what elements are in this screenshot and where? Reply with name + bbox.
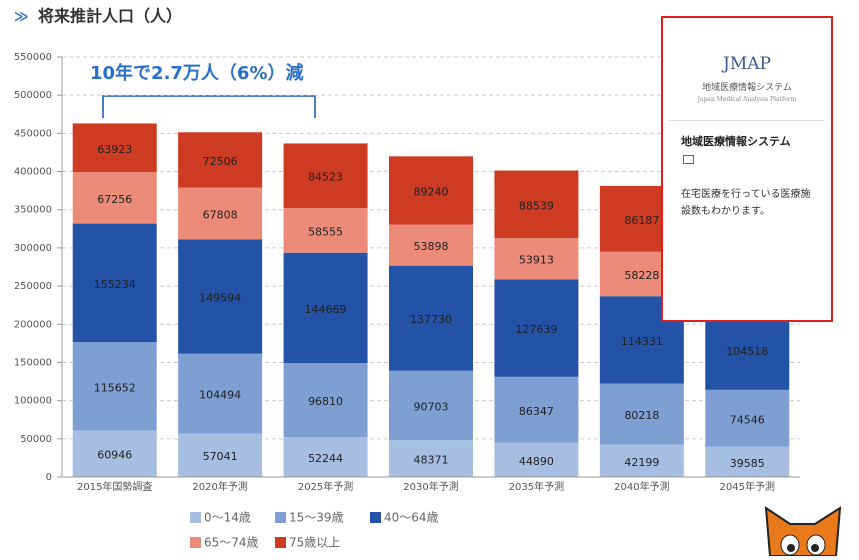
y-tick-label: 350000 — [14, 205, 52, 216]
popup-text: 在宅医療を行っている医療施設数もわかります。 — [681, 186, 813, 220]
y-tick-label: 400000 — [14, 167, 52, 178]
popup[interactable]: JMAP 地域医療情報システム Japan Medical Analysis P… — [661, 16, 833, 322]
x-tick-label: 2015年国勢調査 — [77, 480, 152, 493]
legend-swatch — [370, 512, 381, 523]
y-tick-label: 250000 — [14, 281, 52, 292]
data-label: 104518 — [726, 345, 768, 358]
legend-label: 0〜14歳 — [204, 511, 251, 525]
data-label: 88539 — [519, 199, 554, 212]
data-label: 80218 — [624, 409, 659, 422]
data-label: 144669 — [305, 303, 347, 316]
popup-logo-english: Japan Medical Analysis Platform — [663, 96, 831, 103]
mascot — [766, 508, 840, 556]
legend-swatch — [190, 537, 201, 548]
popup-heading[interactable]: 地域医療情報システム — [681, 133, 813, 149]
divider — [669, 120, 825, 121]
legend-label: 15〜39歳 — [289, 511, 344, 525]
data-label: 74546 — [730, 413, 765, 426]
legend-swatch — [275, 512, 286, 523]
data-label: 89240 — [414, 185, 449, 198]
data-label: 42199 — [624, 456, 659, 469]
y-tick-label: 50000 — [20, 434, 52, 445]
data-label: 67256 — [97, 193, 132, 206]
page: ≫ 将来推計人口（人） 10年で2.7万人（6%）減 0 50000 100000 1… — [0, 0, 859, 556]
data-label: 63923 — [97, 143, 132, 156]
data-label: 86347 — [519, 405, 554, 418]
data-label: 58555 — [308, 225, 343, 238]
x-tick-label: 2045年予測 — [720, 480, 775, 493]
data-label: 104494 — [199, 389, 241, 402]
x-tick-label: 2020年予測 — [192, 480, 247, 493]
data-label: 96810 — [308, 395, 343, 408]
legend-label: 65〜74歳 — [204, 536, 259, 550]
data-label: 52244 — [308, 452, 343, 465]
x-tick-label: 2035年予測 — [509, 480, 564, 493]
legend-label: 40〜64歳 — [384, 511, 439, 525]
x-tick-label: 2030年予測 — [403, 480, 458, 493]
data-label: 72506 — [203, 155, 238, 168]
data-label: 39585 — [730, 457, 765, 470]
data-label: 127639 — [515, 323, 557, 336]
data-label: 53913 — [519, 254, 554, 267]
bracket — [103, 96, 315, 118]
data-label: 149594 — [199, 292, 241, 305]
y-tick-label: 200000 — [14, 319, 52, 330]
title-icon: ≫ — [14, 9, 29, 25]
data-label: 84523 — [308, 171, 343, 184]
chart-title: 将来推計人口（人） — [38, 7, 182, 26]
data-label: 60946 — [97, 449, 132, 462]
legend-swatch — [190, 512, 201, 523]
popup-logo: JMAP — [663, 54, 831, 74]
data-label: 48371 — [414, 454, 449, 467]
data-label: 155234 — [94, 278, 136, 291]
data-label: 90703 — [414, 400, 449, 413]
y-tick-label: 100000 — [14, 396, 52, 407]
x-tick-label: 2025年予測 — [298, 480, 353, 493]
x-tick-label: 2040年予測 — [614, 480, 669, 493]
data-label: 57041 — [203, 450, 238, 463]
data-label: 86187 — [624, 214, 659, 227]
data-label: 114331 — [621, 335, 663, 348]
data-label: 115652 — [94, 381, 136, 394]
legend-label: 75歳以上 — [289, 536, 340, 550]
data-label: 53898 — [414, 240, 449, 253]
legend-swatch — [275, 537, 286, 548]
y-tick-label: 150000 — [14, 357, 52, 368]
y-tick-label: 500000 — [14, 90, 52, 101]
link-icon[interactable] — [683, 155, 694, 164]
y-tick-label: 300000 — [14, 243, 52, 254]
popup-logo-subtitle: 地域医療情報システム — [663, 80, 831, 93]
data-label: 137730 — [410, 313, 452, 326]
y-tick-label: 0 — [46, 472, 52, 483]
data-label: 67808 — [203, 209, 238, 222]
data-label: 44890 — [519, 455, 554, 468]
y-tick-label: 550000 — [14, 52, 52, 63]
data-label: 58228 — [624, 269, 659, 282]
annotation: 10年で2.7万人（6%）減 — [90, 62, 304, 84]
y-tick-label: 450000 — [14, 128, 52, 139]
